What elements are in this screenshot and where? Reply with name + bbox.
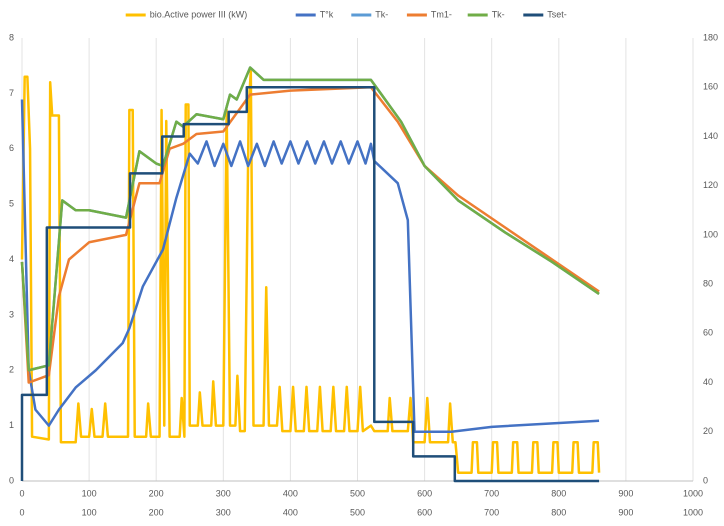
legend-label: Tk- — [492, 9, 505, 19]
y-tick-label: 3 — [9, 309, 14, 319]
y2-tick-label: 100 — [703, 229, 718, 239]
y2-tick-label: 180 — [703, 32, 718, 42]
x-tick-label: 900 — [618, 488, 633, 498]
y2-tick-label: 20 — [703, 426, 713, 436]
series-line — [20, 66, 600, 372]
y2-tick-label: 0 — [703, 475, 708, 485]
y-tick-label: 0 — [9, 475, 14, 485]
y2-tick-label: 140 — [703, 131, 718, 141]
x-tick-label: 200 — [149, 488, 164, 498]
y2-tick-label: 60 — [703, 328, 713, 338]
y-tick-label: 7 — [9, 88, 14, 98]
x2-tick-label: 600 — [417, 507, 432, 517]
x2-tick-label: 300 — [216, 507, 231, 517]
legend-label: Tk- — [375, 9, 388, 19]
x-tick-label: 600 — [417, 488, 432, 498]
legend-label: T°k — [320, 9, 334, 19]
series-line — [20, 85, 600, 384]
x2-tick-label: 500 — [350, 507, 365, 517]
y-tick-label: 1 — [9, 420, 14, 430]
x-tick-label: 400 — [283, 488, 298, 498]
x-tick-label: 800 — [551, 488, 566, 498]
y2-tick-label: 120 — [703, 180, 718, 190]
x-tick-label: 0 — [19, 488, 24, 498]
y2-tick-label: 80 — [703, 278, 713, 288]
x-tick-label: 1000 — [683, 488, 703, 498]
y2-tick-label: 40 — [703, 377, 713, 387]
x2-tick-label: 900 — [618, 507, 633, 517]
series-line — [20, 69, 601, 474]
legend-label: Tm1- — [431, 9, 452, 19]
legend-label: Tset- — [547, 9, 567, 19]
x2-tick-label: 400 — [283, 507, 298, 517]
x-tick-label: 500 — [350, 488, 365, 498]
legend-label: bio.Active power III (kW) — [150, 9, 248, 19]
x2-tick-label: 700 — [484, 507, 499, 517]
x2-tick-label: 1000 — [683, 507, 703, 517]
x2-tick-label: 800 — [551, 507, 566, 517]
x2-tick-label: 200 — [149, 507, 164, 517]
x2-tick-label: 0 — [19, 507, 24, 517]
series-line — [20, 85, 600, 483]
x-tick-label: 300 — [216, 488, 231, 498]
y-tick-label: 8 — [9, 32, 14, 42]
x-tick-label: 100 — [82, 488, 97, 498]
x2-tick-label: 100 — [82, 507, 97, 517]
y2-tick-label: 160 — [703, 82, 718, 92]
y-tick-label: 5 — [9, 199, 14, 209]
y-tick-label: 2 — [9, 365, 14, 375]
y-tick-label: 6 — [9, 143, 14, 153]
series-line — [20, 99, 600, 434]
y-tick-label: 4 — [9, 254, 14, 264]
x-tick-label: 700 — [484, 488, 499, 498]
